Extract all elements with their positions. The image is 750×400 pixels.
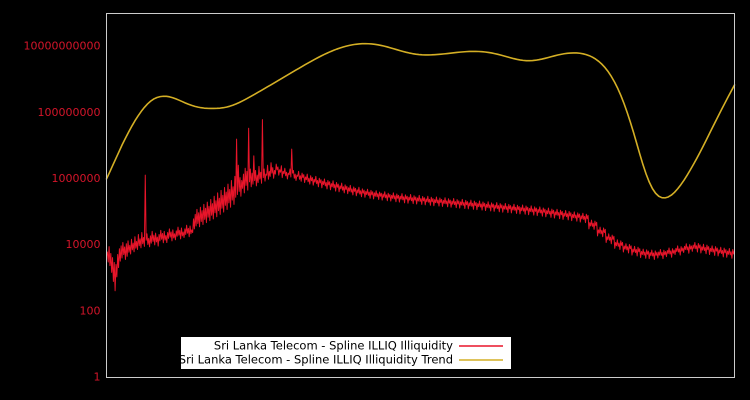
y-tick-label: 1 [94,371,101,384]
chart-legend: Sri Lanka Telecom - Spline ILLIQ Illiqui… [179,337,511,369]
legend-label: Sri Lanka Telecom - Spline ILLIQ Illiqui… [179,353,453,367]
y-axis-ticks: 1 100 10000 1000000 100000000 10000000000 [24,40,101,384]
legend-background [181,337,511,369]
y-tick-label: 100 [80,304,101,317]
series-line-illiquidity [106,119,735,292]
y-tick-label: 100000000 [38,106,101,119]
series-line-trend [105,42,736,199]
y-tick-label: 10000 [66,238,101,251]
y-tick-label: 10000000000 [24,40,101,53]
plot-area-background [106,13,735,378]
series-group [105,42,736,292]
legend-label: Sri Lanka Telecom - Spline ILLIQ Illiqui… [214,339,453,353]
y-tick-label: 1000000 [52,172,101,185]
axis-frame [106,13,735,378]
